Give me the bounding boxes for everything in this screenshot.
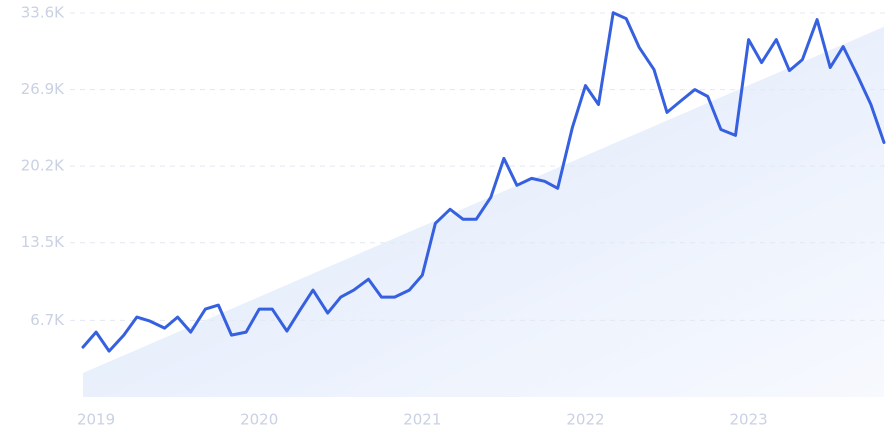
y-tick-label: 26.9K — [21, 80, 65, 98]
y-tick-label: 6.7K — [30, 311, 65, 329]
y-tick-label: 33.6K — [21, 4, 65, 22]
x-tick-label: 2019 — [77, 411, 115, 429]
x-tick-label: 2023 — [730, 411, 768, 429]
trend-area — [83, 26, 884, 397]
x-tick-label: 2020 — [240, 411, 278, 429]
x-tick-label: 2022 — [566, 411, 604, 429]
line — [81, 11, 886, 353]
x-tick-label: 2021 — [403, 411, 441, 429]
y-tick-label: 13.5K — [21, 233, 65, 251]
y-tick-label: 20.2K — [21, 157, 65, 175]
